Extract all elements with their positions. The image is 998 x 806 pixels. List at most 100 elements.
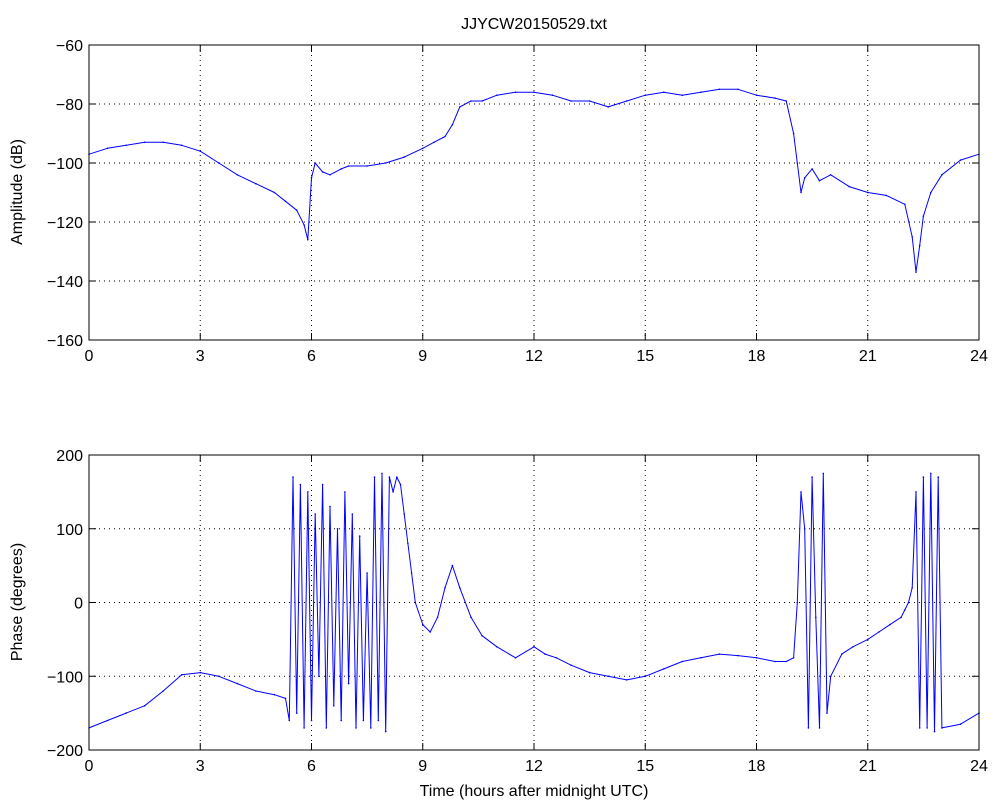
amplitude-data-point [911, 236, 913, 238]
phase-data-point [481, 634, 483, 637]
amplitude-data-point [918, 244, 921, 247]
amplitude-data-point [347, 165, 350, 167]
phase-data-point [533, 646, 535, 648]
amplitude-data-point [922, 215, 925, 217]
phase-data-point [344, 491, 346, 493]
phase-data-point [815, 616, 817, 619]
amplitude-data-point [625, 100, 628, 102]
amplitude-data-point [303, 224, 305, 226]
amplitude-data-point [329, 174, 331, 176]
amplitude-data-point [792, 132, 795, 135]
amplitude-data-point [811, 168, 813, 170]
phase-data-point [663, 668, 665, 670]
y-tick-label: −60 [56, 38, 83, 55]
amplitude-data-point [162, 141, 164, 144]
amplitude-data-point [785, 100, 787, 102]
phase-data-point [333, 705, 335, 707]
amplitude-data-point [588, 100, 591, 102]
phase-data-point [340, 719, 343, 722]
y-tick-label: 0 [74, 596, 83, 613]
phase-data-point [329, 505, 331, 508]
amplitude-data-point [496, 94, 498, 96]
amplitude-data-point [915, 271, 917, 273]
phase-data-point [377, 719, 380, 722]
phase-x-axis-label: Time (hours after midnight UTC) [420, 783, 649, 800]
amplitude-data-point [885, 194, 888, 197]
amplitude-data-point [700, 91, 702, 93]
phase-data-point [852, 646, 854, 648]
phase-data-point [414, 601, 417, 604]
amplitude-data-point [307, 238, 309, 241]
phase-data-point [755, 657, 758, 659]
phase-data-point [922, 476, 925, 478]
phase-data-point [199, 671, 202, 674]
amplitude-data-point [848, 185, 850, 188]
phase-data-point [926, 727, 928, 729]
phase-data-point [336, 528, 339, 530]
phase-data-point [307, 491, 309, 493]
x-tick-label: 3 [196, 348, 205, 365]
phase-data-point [959, 723, 962, 725]
phase-data-point [180, 674, 183, 676]
amplitude-data-point [570, 100, 572, 102]
y-tick-label: 200 [56, 448, 83, 465]
phase-data-point [403, 513, 406, 515]
phase-data-point [410, 572, 413, 574]
phase-data-point [362, 719, 365, 722]
phase-data-point [915, 491, 917, 493]
phase-x-tick-labels: 0 3 6 9 12 15 18 21 24 [85, 758, 988, 775]
amplitude-data-point [125, 144, 127, 147]
x-tick-label: 24 [970, 348, 988, 365]
amplitude-data-point [384, 162, 387, 164]
phase-y-axis-label: Phase (degrees) [9, 543, 26, 661]
phase-data-point [878, 631, 880, 633]
y-tick-label: 100 [56, 522, 83, 539]
phase-data-point [143, 705, 146, 707]
amplitude-data-point [403, 156, 406, 158]
y-tick-label: −120 [47, 215, 83, 232]
y-tick-label: −200 [47, 743, 83, 760]
phase-data-point [496, 646, 498, 648]
phase-data-point [829, 675, 832, 678]
amplitude-y-axis-label: Amplitude (dB) [9, 139, 26, 245]
amplitude-data-point [533, 91, 535, 93]
amplitude-data-point [255, 182, 257, 185]
y-tick-label: −140 [47, 274, 83, 291]
y-tick-label: −100 [47, 156, 83, 173]
phase-data-point [544, 653, 546, 655]
phase-data-point [930, 472, 932, 475]
x-tick-label: 0 [85, 758, 94, 775]
phase-data-point [370, 727, 372, 729]
amplitude-data-point [755, 94, 758, 96]
phase-data-point [351, 513, 354, 515]
phase-data-point [588, 671, 591, 674]
phase-data-point [889, 623, 891, 626]
phase-data-point [388, 476, 391, 478]
amplitude-data-point [143, 141, 146, 144]
amplitude-data-point [284, 200, 287, 203]
phase-data-point [826, 712, 828, 714]
phase-ticks [88, 454, 980, 751]
phase-data-point [295, 712, 298, 714]
phase-data-point [292, 476, 294, 478]
phase-data-point [218, 675, 220, 678]
phase-data-point [444, 587, 446, 589]
amplitude-data-point [459, 106, 461, 108]
phase-data-point [162, 690, 164, 692]
amplitude-data-point [444, 135, 446, 138]
amplitude-data-point [314, 162, 317, 164]
phase-data-point [318, 675, 320, 678]
amplitude-data-point [774, 97, 776, 99]
phase-data-point [396, 476, 398, 478]
phase-data-point [933, 730, 936, 733]
x-tick-label: 24 [970, 758, 988, 775]
phase-data-point [407, 542, 409, 545]
phase-data-point [321, 483, 324, 486]
phase-data-point [459, 587, 461, 589]
amplitude-data-point [340, 168, 343, 170]
amplitude-data-point [818, 179, 821, 182]
phase-data-point [325, 727, 328, 729]
amplitude-data-point [941, 174, 943, 176]
x-tick-label: 9 [418, 758, 427, 775]
phase-data-point [392, 491, 394, 493]
